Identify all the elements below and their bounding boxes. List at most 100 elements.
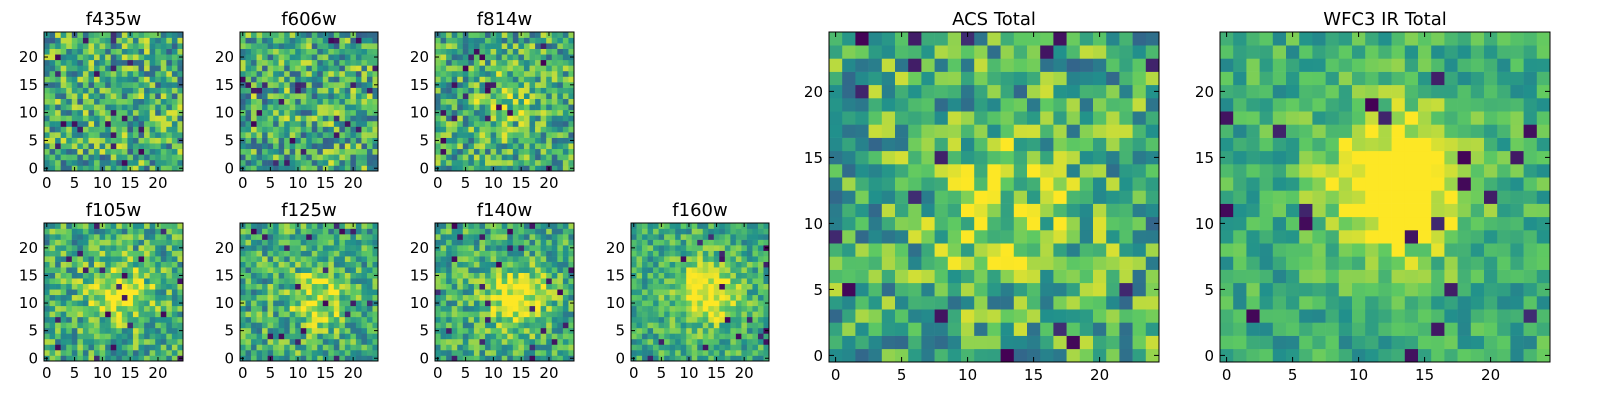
heatmap-cell	[355, 316, 362, 323]
heatmap-cell	[339, 272, 346, 279]
heatmap-cell	[479, 256, 486, 262]
heatmap-cell	[501, 87, 508, 94]
heatmap-cell	[485, 294, 491, 301]
heatmap-cell	[468, 54, 475, 61]
heatmap-cell	[490, 261, 497, 268]
heatmap-cell	[568, 289, 575, 296]
heatmap-cell	[138, 65, 145, 72]
heatmap-cell	[311, 43, 318, 49]
heatmap-cell	[746, 223, 753, 229]
heatmap-cell	[855, 216, 869, 231]
heatmap-cell	[647, 245, 654, 251]
heatmap-cell	[535, 148, 541, 155]
heatmap-cell	[127, 305, 134, 312]
heatmap-cell	[680, 305, 687, 312]
heatmap-cell	[311, 311, 318, 318]
heatmap-cell	[71, 278, 78, 285]
heatmap-cell	[317, 300, 324, 307]
heatmap-cell	[881, 256, 896, 270]
heatmap-cell	[921, 164, 935, 178]
heatmap-cell	[273, 115, 279, 122]
heatmap-cell	[149, 294, 156, 301]
heatmap-cell	[501, 311, 508, 318]
heatmap-cell	[529, 43, 536, 49]
heatmap-cell	[518, 126, 525, 133]
heatmap-cell	[535, 159, 541, 166]
heatmap-cell	[562, 104, 569, 111]
heatmap-cell	[451, 154, 458, 161]
heatmap-cell	[1027, 322, 1041, 336]
heatmap-cell	[842, 230, 856, 244]
heatmap-cell	[66, 93, 73, 100]
heatmap-cell	[1053, 190, 1067, 204]
heatmap-cell	[1132, 164, 1147, 178]
heatmap-cell	[311, 344, 318, 351]
heatmap-cell	[479, 132, 486, 138]
heatmap-cell	[350, 261, 357, 268]
heatmap-cell	[568, 43, 575, 49]
heatmap-cell	[289, 272, 296, 279]
heatmap-cell	[479, 344, 486, 351]
heatmap-cell	[535, 316, 541, 323]
heatmap-cell	[322, 159, 329, 166]
heatmap-cell	[1013, 256, 1028, 270]
heatmap-cell	[99, 283, 106, 290]
heatmap-cell	[300, 109, 307, 116]
heatmap-cell	[763, 250, 770, 257]
heatmap-cell	[546, 65, 553, 72]
heatmap-cell	[273, 82, 279, 88]
heatmap-cell	[262, 250, 268, 257]
heatmap-cell	[278, 154, 285, 161]
heatmap-cell	[535, 54, 541, 61]
heatmap-cell	[446, 137, 452, 144]
heatmap-cell	[55, 338, 61, 345]
heatmap-cell	[987, 190, 1001, 204]
heatmap-cell	[523, 59, 530, 66]
heatmap-cell	[344, 355, 351, 362]
heatmap-cell	[496, 120, 503, 127]
heatmap-cell	[763, 294, 770, 301]
heatmap-cell	[457, 159, 464, 166]
heatmap-cell	[523, 261, 530, 268]
heatmap-cell	[44, 143, 50, 150]
heatmap-cell	[262, 154, 268, 161]
heatmap-cell	[1093, 309, 1107, 323]
heatmap-cell	[724, 294, 731, 301]
heatmap-cell	[735, 239, 742, 246]
heatmap-cell	[311, 245, 318, 251]
heatmap-cell	[361, 109, 368, 116]
heatmap-cell	[55, 137, 61, 144]
heatmap-cell	[435, 154, 441, 161]
heatmap-cell	[446, 322, 452, 329]
heatmap-cell	[479, 316, 486, 323]
heatmap-cell	[512, 76, 519, 83]
heatmap-cell	[551, 70, 558, 77]
heatmap-cell	[636, 278, 643, 285]
heatmap-cell	[149, 143, 156, 150]
heatmap-cell	[829, 335, 843, 350]
heatmap-cell	[702, 223, 709, 229]
heatmap-cell	[440, 316, 447, 323]
heatmap-cell	[763, 311, 770, 318]
heatmap-cell	[868, 335, 883, 350]
heatmap-cell	[485, 256, 491, 262]
heatmap-cell	[435, 132, 441, 138]
heatmap-cell	[730, 228, 737, 235]
heatmap-cell	[713, 327, 720, 334]
heatmap-cell	[557, 250, 564, 257]
heatmap-cell	[496, 82, 503, 88]
heatmap-cell	[523, 327, 530, 334]
heatmap-cell	[1000, 190, 1015, 204]
heatmap-cell	[675, 228, 681, 235]
heatmap-cell	[132, 32, 139, 38]
heatmap-cell	[284, 82, 290, 88]
heatmap-cell	[658, 316, 665, 323]
heatmap-cell	[110, 65, 117, 72]
heatmap-cell	[446, 355, 452, 362]
heatmap-cell	[987, 335, 1001, 350]
heatmap-cell	[155, 93, 162, 100]
heatmap-cell	[177, 87, 184, 94]
heatmap-cell	[251, 87, 257, 94]
heatmap-cell	[540, 104, 547, 111]
heatmap-cell	[328, 327, 335, 334]
